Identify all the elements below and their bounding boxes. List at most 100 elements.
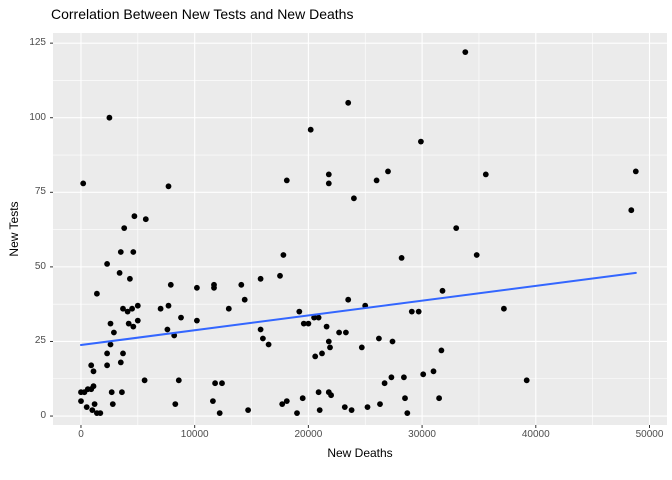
data-point [420,371,427,378]
data-point [130,249,137,255]
data-point [307,126,314,133]
data-point [134,302,141,309]
data-point [523,377,530,384]
data-point [358,344,365,351]
data-point [402,395,408,402]
data-point [211,284,217,291]
data-point [260,335,266,342]
data-point [311,314,317,321]
y-axis-title: New Tests [7,201,21,257]
data-point [116,270,123,276]
data-point [438,347,445,354]
data-point [316,407,323,413]
data-point [126,275,133,282]
data-point [279,401,286,407]
data-point [120,305,126,312]
data-point [134,317,141,324]
data-point [628,207,635,214]
data-point [462,49,469,55]
data-point [389,338,396,345]
data-point [108,389,115,396]
data-point [336,329,342,336]
data-point [194,317,200,324]
y-tick-label: 50 [34,260,46,272]
data-point [117,359,124,366]
data-point [89,407,96,413]
data-point [210,398,216,404]
y-tick-label: 25 [34,335,46,347]
x-tick-label: 20000 [294,429,323,440]
data-point [129,305,136,312]
x-tick-label: 10000 [180,429,209,440]
data-point [325,338,332,345]
data-point [327,344,333,351]
data-point [418,138,424,145]
data-point [439,287,446,294]
data-point [120,350,126,357]
data-point [219,380,225,387]
data-point [415,308,422,315]
data-point [164,326,171,333]
data-point [157,305,164,312]
data-point [94,290,100,297]
data-point [88,362,95,369]
data-point [325,171,332,178]
x-tick-label: 30000 [408,429,436,440]
data-point [398,255,405,261]
y-tick-label: 125 [29,37,46,49]
y-tick-label: 100 [29,111,46,123]
data-point [104,261,110,267]
data-point [125,320,132,327]
data-point [341,404,348,410]
data-point [373,177,380,184]
data-point [315,314,322,321]
data-point [283,177,290,184]
data-point [121,225,128,232]
data-point [107,320,114,327]
data-point [225,305,232,312]
data-point [325,180,332,187]
x-axis-title: New Deaths [327,446,393,460]
data-point [348,407,355,413]
data-point [119,389,125,396]
x-tick-label: 0 [78,429,84,440]
y-tick-label: 0 [40,410,46,422]
data-point [80,180,87,187]
data-point [501,305,507,312]
data-point [473,252,480,258]
data-point [111,329,117,336]
data-point [141,377,148,384]
plot-panel [53,33,667,425]
data-point [280,252,287,258]
data-point [212,380,219,387]
data-point [319,350,325,357]
data-point [381,380,388,387]
data-point [172,401,179,407]
data-point [165,183,172,190]
data-point [83,404,90,410]
x-tick-label: 50000 [635,429,664,440]
data-point [117,249,124,255]
data-point [277,272,283,279]
data-point [345,296,352,303]
data-point [299,395,306,402]
data-point [401,374,407,381]
data-point [245,407,252,413]
data-point [104,350,110,357]
data-point [130,323,137,330]
data-point [404,410,411,416]
data-point [78,398,84,404]
data-point [216,410,223,416]
data-point [178,314,184,321]
data-point [294,410,300,416]
data-point [430,368,437,375]
data-point [305,320,312,327]
data-point [315,389,322,396]
data-point [238,281,245,288]
data-point [283,398,290,404]
data-point [377,401,383,407]
chart-title: Correlation Between New Tests and New De… [51,6,354,22]
data-point [385,168,391,175]
data-point [131,213,138,220]
